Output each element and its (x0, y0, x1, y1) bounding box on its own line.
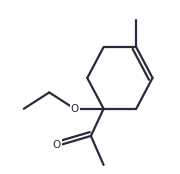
Text: O: O (53, 140, 61, 150)
Text: O: O (70, 104, 79, 114)
